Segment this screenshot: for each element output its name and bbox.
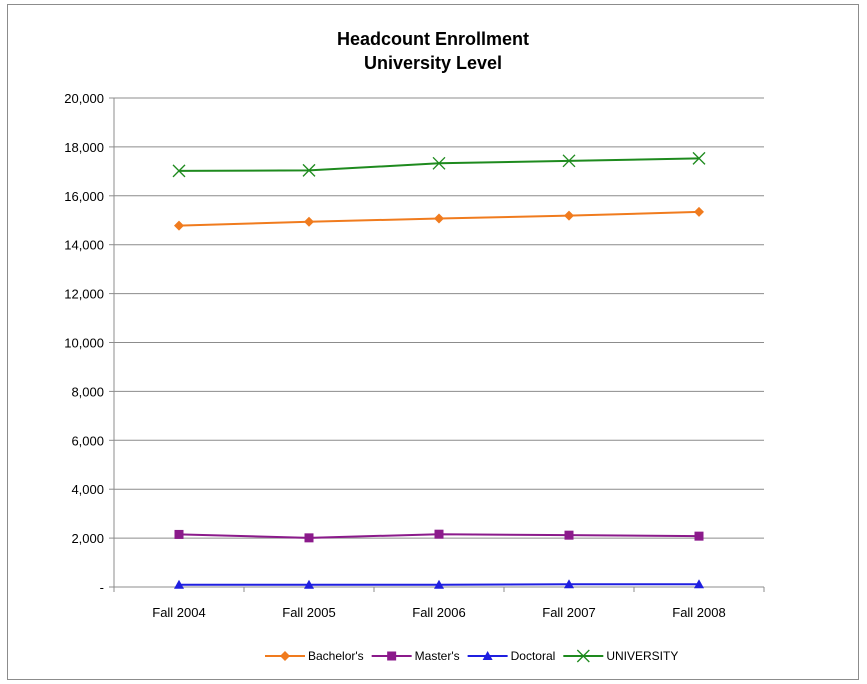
point-diamond (304, 217, 314, 227)
point-square (435, 530, 444, 539)
legend-label: UNIVERSITY (606, 649, 678, 663)
chart-title: Headcount Enrollment (337, 29, 529, 49)
y-tick-labels: - 2,000 4,000 6,000 8,000 10,000 12,000 14,000 1… (64, 91, 104, 595)
y-tick-label: 2,000 (71, 531, 104, 546)
point-diamond (174, 221, 184, 231)
point-diamond (564, 211, 574, 221)
legend-label: Doctoral (511, 649, 556, 663)
y-tick-label: 6,000 (71, 433, 104, 448)
chart-subtitle: University Level (364, 53, 502, 73)
legend-label: Bachelor's (308, 649, 364, 663)
legend-label: Master's (415, 649, 460, 663)
series-masters (175, 530, 704, 543)
series-university (173, 152, 705, 176)
y-tick-label: - (100, 580, 104, 595)
legend-item: Doctoral (468, 649, 556, 663)
x-tick-label: Fall 2007 (542, 605, 595, 620)
x-tick-labels: Fall 2004 Fall 2005 Fall 2006 Fall 2007 Fall… (152, 605, 725, 620)
x-tick-label: Fall 2006 (412, 605, 465, 620)
point-square (387, 652, 396, 661)
x-tick-label: Fall 2005 (282, 605, 335, 620)
legend: Bachelor's Master's Doctoral UNIVERSITY (265, 649, 678, 663)
point-diamond (434, 214, 444, 224)
legend-item: UNIVERSITY (563, 649, 678, 663)
axes (109, 98, 764, 592)
y-tick-label: 20,000 (64, 91, 104, 106)
point-square (695, 532, 704, 541)
point-square (175, 530, 184, 539)
y-tick-label: 18,000 (64, 140, 104, 155)
point-diamond (280, 651, 290, 661)
y-tick-label: 10,000 (64, 336, 104, 351)
x-tick-label: Fall 2004 (152, 605, 205, 620)
y-tick-label: 16,000 (64, 189, 104, 204)
series-bachelors (174, 207, 704, 231)
y-tick-label: 8,000 (71, 384, 104, 399)
point-square (305, 533, 314, 542)
y-tick-label: 14,000 (64, 238, 104, 253)
x-tick-label: Fall 2008 (672, 605, 725, 620)
y-tick-label: 4,000 (71, 482, 104, 497)
y-tick-label: 12,000 (64, 287, 104, 302)
legend-item: Bachelor's (265, 649, 364, 663)
point-diamond (694, 207, 704, 217)
series-group (173, 152, 705, 588)
point-square (565, 531, 574, 540)
series-line (179, 158, 699, 170)
legend-item: Master's (372, 649, 460, 663)
